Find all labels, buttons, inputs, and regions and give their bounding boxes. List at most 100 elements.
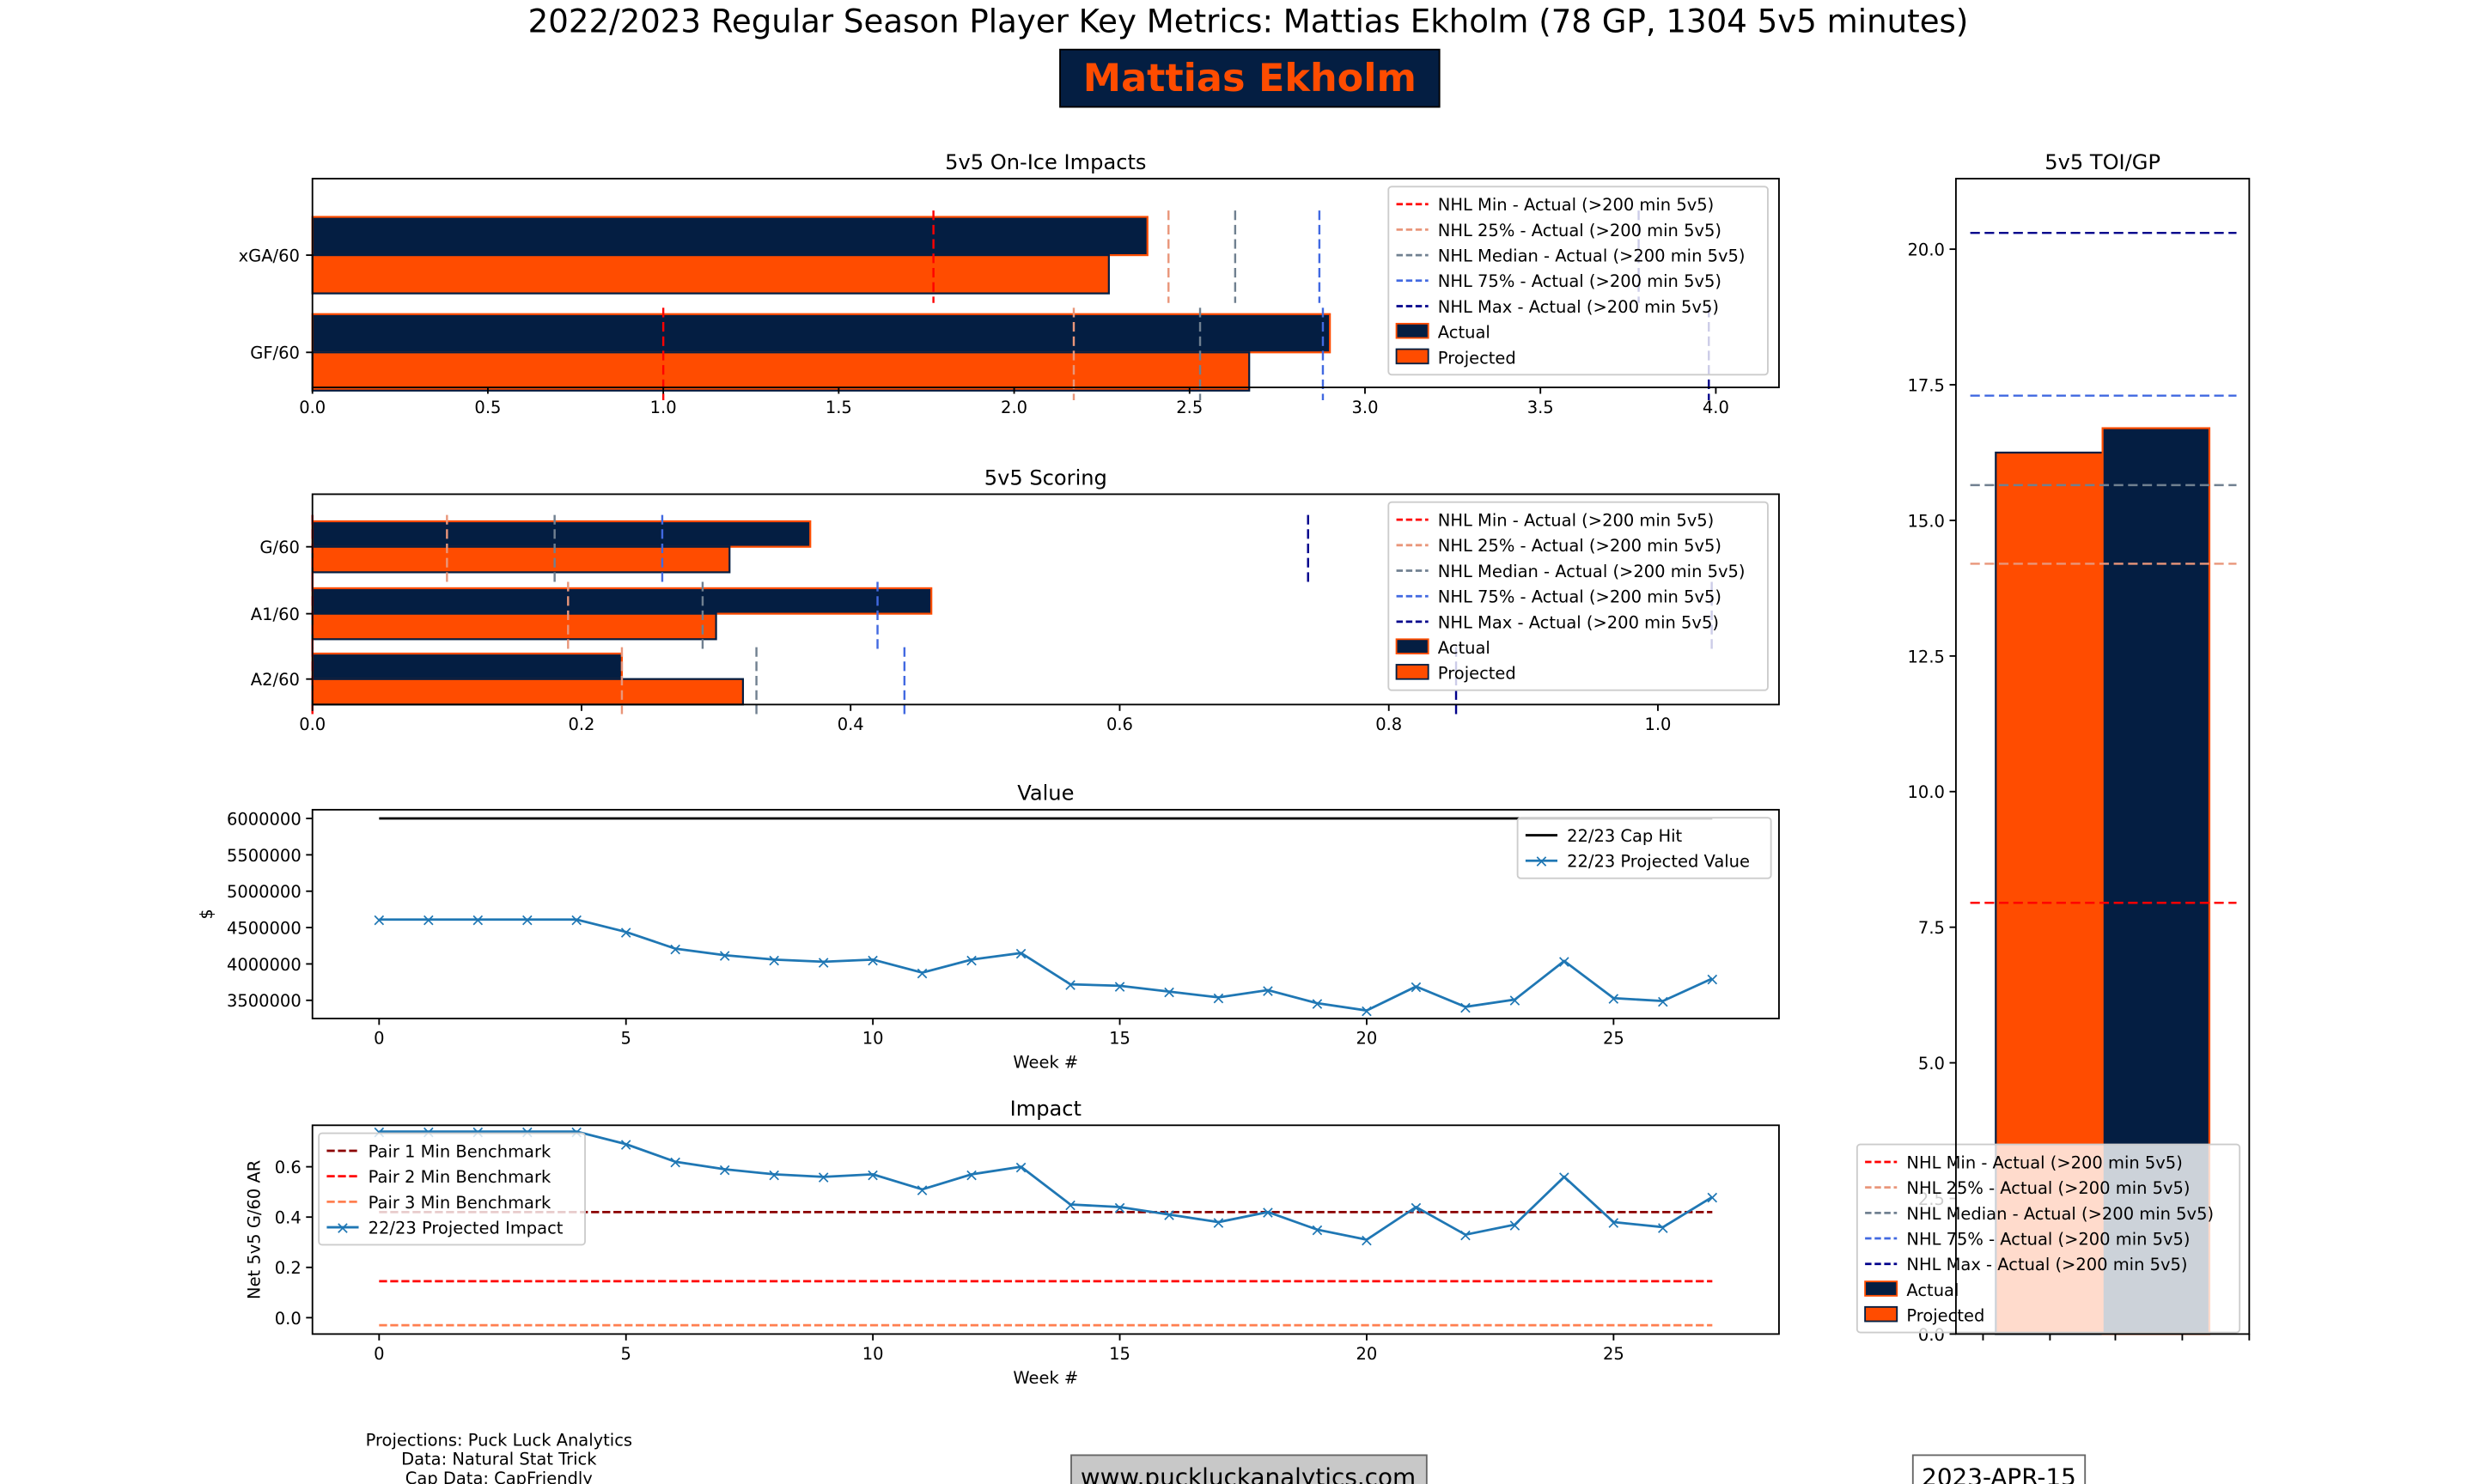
data-point: × [618, 922, 633, 943]
x-tick-label: 25 [1603, 1344, 1624, 1364]
legend-label: 22/23 Projected Impact [369, 1218, 564, 1238]
y-tick-label: xGA/60 [239, 246, 300, 266]
y-axis-label: Net 5v5 G/60 AR [244, 1160, 264, 1299]
bar-projected [311, 545, 731, 574]
y-tick-label: 17.5 [1908, 375, 1945, 395]
data-point: × [1112, 1197, 1127, 1218]
legend-label: NHL 25% - Actual (>200 min 5v5) [1438, 221, 1721, 240]
x-tick-label: 2.5 [1176, 398, 1203, 417]
legend-label: NHL Max - Actual (>200 min 5v5) [1438, 297, 1719, 317]
x-tick-label: 15 [1109, 1344, 1130, 1364]
y-tick-label: A2/60 [251, 670, 300, 690]
legend-box [1855, 1143, 2241, 1334]
legend-label: Pair 2 Min Benchmark [369, 1167, 551, 1187]
y-tick-label: G/60 [259, 538, 299, 557]
y-tick-label: 10.0 [1908, 782, 1945, 802]
legend-label: Pair 3 Min Benchmark [369, 1193, 551, 1213]
x-tick-label: 20 [1356, 1029, 1378, 1049]
axes-frame [311, 178, 1780, 389]
legend-label: 22/23 Cap Hit [1567, 826, 1682, 846]
x-tick-label: 2.0 [1001, 398, 1027, 417]
y-tick-label: 0.4 [275, 1208, 302, 1228]
legend-swatch [1864, 1280, 1898, 1297]
y-axis-label: $ [197, 909, 216, 919]
data-point: × [717, 1159, 732, 1180]
data-point: × [717, 946, 732, 966]
legend-label: Projected [1438, 664, 1516, 684]
bar-projected [311, 678, 745, 706]
legend-label: NHL Min - Actual (>200 min 5v5) [1906, 1153, 2182, 1172]
data-point: × [1508, 989, 1522, 1010]
url-box [1070, 1454, 1428, 1484]
data-point: × [1409, 1197, 1423, 1218]
axes-frame [311, 493, 1780, 706]
legend-swatch [1864, 1305, 1898, 1323]
series-line [379, 1130, 1714, 1242]
website-url[interactable]: www.puckluckanalytics.com [1081, 1463, 1416, 1484]
panel-title: 5v5 On-Ice Impacts [945, 150, 1146, 174]
data-point: × [1557, 951, 1571, 971]
x-tick-label: 5 [621, 1029, 631, 1049]
data-point: × [767, 950, 782, 970]
x-tick-label: 20 [1356, 1344, 1378, 1364]
legend-label: NHL Max - Actual (>200 min 5v5) [1438, 612, 1719, 632]
data-point: × [570, 909, 584, 930]
y-tick-label: 6000000 [227, 809, 302, 829]
x-tick-label: 0.5 [474, 398, 501, 417]
on-ice-impacts-chart: 5v5 On-Ice Impacts xGA/60 GF/60 0.0 0.5 1.0 1.… [239, 150, 1780, 417]
x-tick-label: 1.0 [1644, 715, 1671, 734]
toi-chart: 5v5 TOI/GP0.02.55.07.510.012.515.017.520… [1855, 150, 2251, 1345]
x-tick-label: 5 [621, 1344, 631, 1364]
legend-label: NHL Median - Actual (>200 min 5v5) [1906, 1204, 2214, 1224]
player-name: Mattias Ekholm [1083, 56, 1417, 100]
data-point: × [372, 909, 387, 930]
data-point: × [1112, 976, 1127, 996]
legend-box [1516, 817, 1772, 879]
y-tick-label: 4500000 [227, 919, 302, 939]
legend-label: NHL Median - Actual (>200 min 5v5) [1438, 246, 1746, 266]
y-tick-label: 0.0 [275, 1309, 302, 1329]
x-tick-label: 1.5 [826, 398, 852, 417]
data-point: × [767, 1165, 782, 1185]
data-point: × [1014, 1157, 1028, 1177]
legend-label: NHL 75% - Actual (>200 min 5v5) [1906, 1229, 2190, 1249]
bar-actual [311, 520, 812, 548]
x-tick-label: 10 [862, 1344, 884, 1364]
x-axis-label: Week # [1013, 1368, 1078, 1388]
data-point: × [1211, 988, 1226, 1008]
legend-label: Actual [1438, 323, 1490, 343]
axes-frame [311, 1124, 1780, 1335]
data-point: × [1014, 943, 1028, 964]
credit-line: Projections: Puck Luck Analytics [366, 1430, 632, 1450]
legend-label: NHL Median - Actual (>200 min 5v5) [1438, 562, 1746, 581]
panel-title: 5v5 Scoring [984, 465, 1107, 490]
bar-actual [311, 313, 1331, 354]
legend-label: Projected [1906, 1306, 1984, 1326]
data-point: × [915, 1179, 929, 1200]
x-tick-label: 3.0 [1352, 398, 1379, 417]
y-tick-label: 0.2 [275, 1258, 302, 1278]
x-tick-label: 0 [374, 1344, 384, 1364]
data-point: × [668, 1152, 683, 1172]
legend-label: Pair 1 Min Benchmark [369, 1141, 551, 1161]
data-point: × [1063, 1195, 1078, 1215]
legend-label: Projected [1438, 348, 1516, 368]
legend-label: NHL 25% - Actual (>200 min 5v5) [1438, 536, 1721, 556]
bar-projected [311, 351, 1251, 392]
data-point: × [1359, 1230, 1374, 1250]
y-tick-label: 5000000 [227, 882, 302, 902]
y-tick-label: 0.6 [275, 1158, 302, 1177]
legend-label: 22/23 Projected Value [1567, 852, 1750, 872]
y-tick-label: 15.0 [1908, 511, 1945, 531]
x-tick-label: 1.0 [650, 398, 677, 417]
panel-title: Value [1017, 782, 1074, 806]
bar-actual [311, 216, 1149, 257]
legend-marker: × [1534, 851, 1549, 872]
legend-label: NHL 25% - Actual (>200 min 5v5) [1906, 1178, 2190, 1198]
value-chart: Value × × × × × × × × × × × × × × × × × × × × × × × × × × × × 0 5 10 15 2… [197, 782, 1780, 1072]
legend-box [318, 1132, 586, 1246]
data-point: × [965, 950, 979, 970]
x-tick-label: 0 [374, 1029, 384, 1049]
x-tick-label: 0.2 [568, 715, 594, 734]
